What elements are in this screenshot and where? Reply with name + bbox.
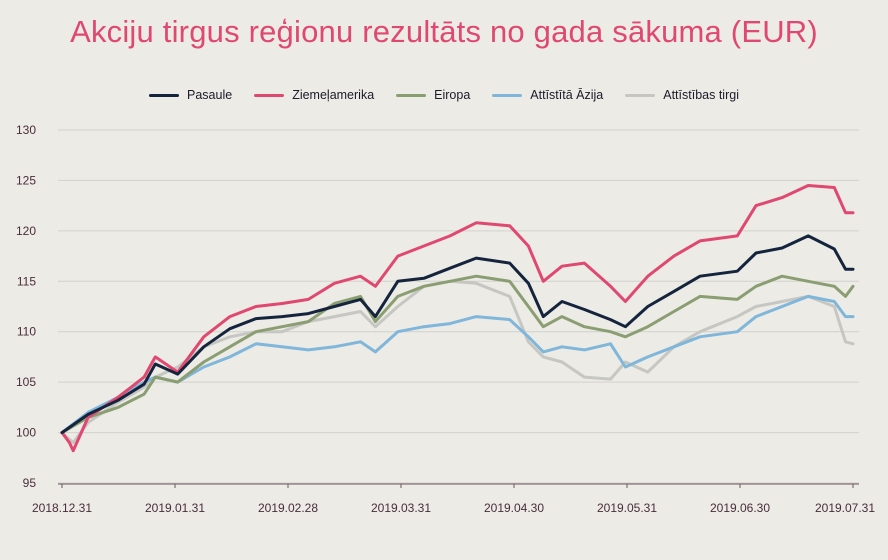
legend-item: Attīstītā Āzija — [492, 88, 603, 102]
legend-item: Pasaule — [149, 88, 232, 102]
x-tick-label: 2019.01.31 — [145, 501, 205, 515]
legend-label: Pasaule — [187, 88, 233, 102]
y-tick-label: 100 — [16, 426, 36, 440]
x-tick-label: 2018.12.31 — [32, 501, 92, 515]
x-tick-label: 2019.05.31 — [597, 501, 657, 515]
y-tick-label: 105 — [16, 375, 36, 389]
x-tick-label: 2019.04.30 — [484, 501, 544, 515]
y-tick-label: 120 — [16, 224, 36, 238]
legend-swatch — [396, 93, 427, 97]
series-line-1 — [60, 184, 855, 453]
legend-item: Eiropa — [396, 88, 470, 102]
series-line-2 — [60, 274, 855, 435]
legend-label: Eiropa — [434, 88, 471, 102]
legend-item: Attīstības tirgi — [625, 88, 739, 102]
series-line-0 — [60, 234, 855, 435]
legend-label: Attīstītā Āzija — [530, 88, 604, 102]
legend-label: Attīstības tirgi — [663, 88, 739, 102]
y-tick-label: 95 — [23, 476, 37, 490]
y-tick-label: 130 — [16, 123, 36, 137]
x-tick-label: 2019.03.31 — [371, 501, 431, 515]
series-line-3 — [60, 294, 855, 435]
x-tick-label: 2019.02.28 — [258, 501, 318, 515]
chart-title: Akciju tirgus reģionu rezultāts no gada … — [70, 14, 818, 49]
y-tick-label: 115 — [17, 274, 36, 288]
y-tick-label: 125 — [16, 173, 36, 187]
legend-swatch — [492, 93, 523, 97]
legend-swatch — [149, 93, 179, 97]
legend-item: Ziemeļamerika — [254, 88, 374, 102]
legend: Pasaule Ziemeļamerika Eiropa Attīstītā Āzij… — [0, 88, 888, 102]
legend-label: Ziemeļamerika — [292, 88, 375, 102]
legend-swatch — [625, 93, 656, 97]
y-tick-label: 110 — [17, 325, 36, 339]
legend-swatch — [254, 93, 285, 97]
series-line-4 — [60, 279, 855, 445]
x-tick-label: 2019.06.30 — [710, 501, 770, 515]
x-tick-label: 2019.07.31 — [815, 501, 875, 515]
